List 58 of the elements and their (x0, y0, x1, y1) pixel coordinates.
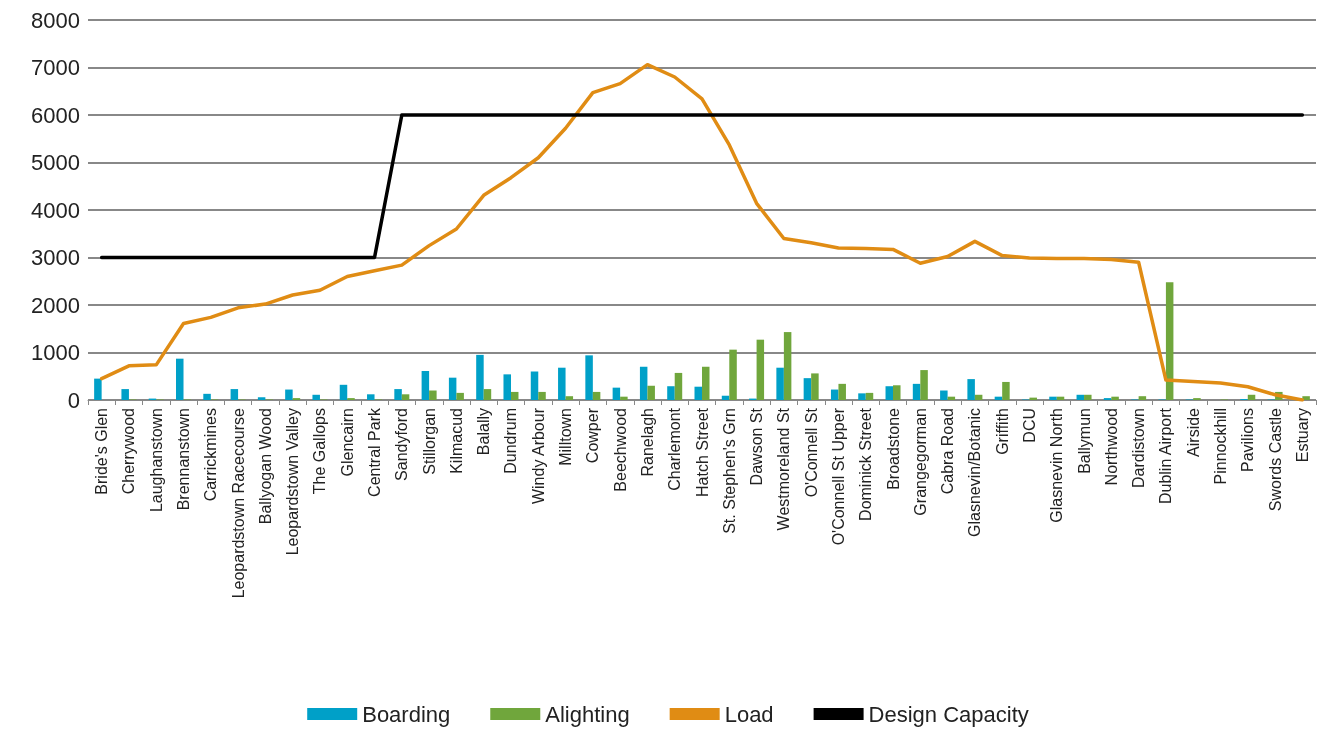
x-tick-label: Estuary (1293, 408, 1311, 463)
x-tick-label: Dundrum (502, 408, 520, 474)
x-tick-label: Bride's Glen (93, 408, 111, 495)
x-tick-label: Griffith (993, 408, 1011, 455)
y-tick-label: 2000 (31, 292, 80, 318)
x-tick-label: O'Connell St (802, 407, 820, 498)
x-tick-label: O'Connell St Upper (829, 407, 847, 546)
x-tick-label: Charlemont (666, 407, 684, 491)
x-tick-label: Kilmacud (447, 408, 465, 474)
x-tick-label: Milltown (557, 408, 575, 466)
x-tick-label: Dawson St (748, 407, 766, 486)
x-tick-label: Dardistown (1130, 408, 1148, 489)
x-tick-label: Grangegorman (911, 408, 929, 516)
x-tick-label: Beechwood (611, 408, 629, 492)
x-tick-label: Balally (475, 408, 493, 456)
x-tick-label: St. Stephen's Grn (720, 408, 738, 534)
x-tick-label: Central Park (366, 407, 384, 497)
x-tick-label: Carrickmines (202, 408, 220, 502)
x-tick-label: Cherrywood (120, 408, 138, 495)
y-tick-label: 8000 (31, 7, 80, 33)
x-tick-label: Hatch Street (693, 407, 711, 497)
x-tick-label: The Gallops (311, 408, 329, 495)
x-tick-label: Ballyogan Wood (256, 408, 274, 525)
y-tick-label: 7000 (31, 55, 80, 80)
x-tick-label: Airside (1184, 407, 1202, 457)
y-tick-label: 0 (67, 387, 80, 413)
x-tick-label: Dublin Airport (1157, 407, 1175, 505)
legend-label: Design Capacity (868, 701, 1029, 727)
y-tick-label: 6000 (31, 102, 80, 128)
y-tick-label: 4000 (31, 197, 80, 223)
x-tick-label: Sandyford (393, 408, 411, 481)
x-tick-label: Glasnevin North (1048, 408, 1066, 523)
x-tick-label: Windy Arbour (529, 407, 547, 505)
x-tick-label: Swords Castle (1266, 407, 1284, 512)
legend-label: Boarding (362, 701, 451, 727)
x-tick-label: DCU (1020, 408, 1038, 443)
x-tick-label: Pinnockhill (1211, 408, 1229, 485)
x-tick-label: Ranelagh (638, 408, 656, 477)
x-tick-label: Leopardstown Valley (284, 408, 302, 556)
x-tick-label: Ballymun (1075, 408, 1093, 474)
x-tick-label: Laughanstown (147, 408, 165, 513)
x-tick-label: Cowper (584, 407, 602, 464)
y-tick-label: 5000 (31, 150, 80, 175)
x-tick-label: Westmoreland St (775, 407, 793, 531)
x-tick-label: Brennanstown (175, 408, 193, 511)
x-tick-label: Broadstone (884, 407, 902, 490)
y-tick-label: 3000 (31, 245, 80, 270)
x-tick-label: Stillorgan (420, 408, 438, 475)
legend-label: Load (724, 701, 774, 727)
x-tick-label: Glasnevin/Botanic (966, 408, 984, 537)
x-tick-label: Glencairn (338, 408, 356, 477)
y-tick-label: 1000 (31, 340, 80, 365)
x-tick-label: Northwood (1102, 408, 1120, 486)
legend-label: Alighting (545, 701, 630, 727)
x-tick-label: Pavilions (1239, 408, 1257, 473)
x-tick-label: Cabra Road (939, 408, 957, 495)
x-tick-label: Dominick Street (857, 407, 875, 521)
x-tick-label: Leopardstown Racecourse (229, 407, 247, 599)
